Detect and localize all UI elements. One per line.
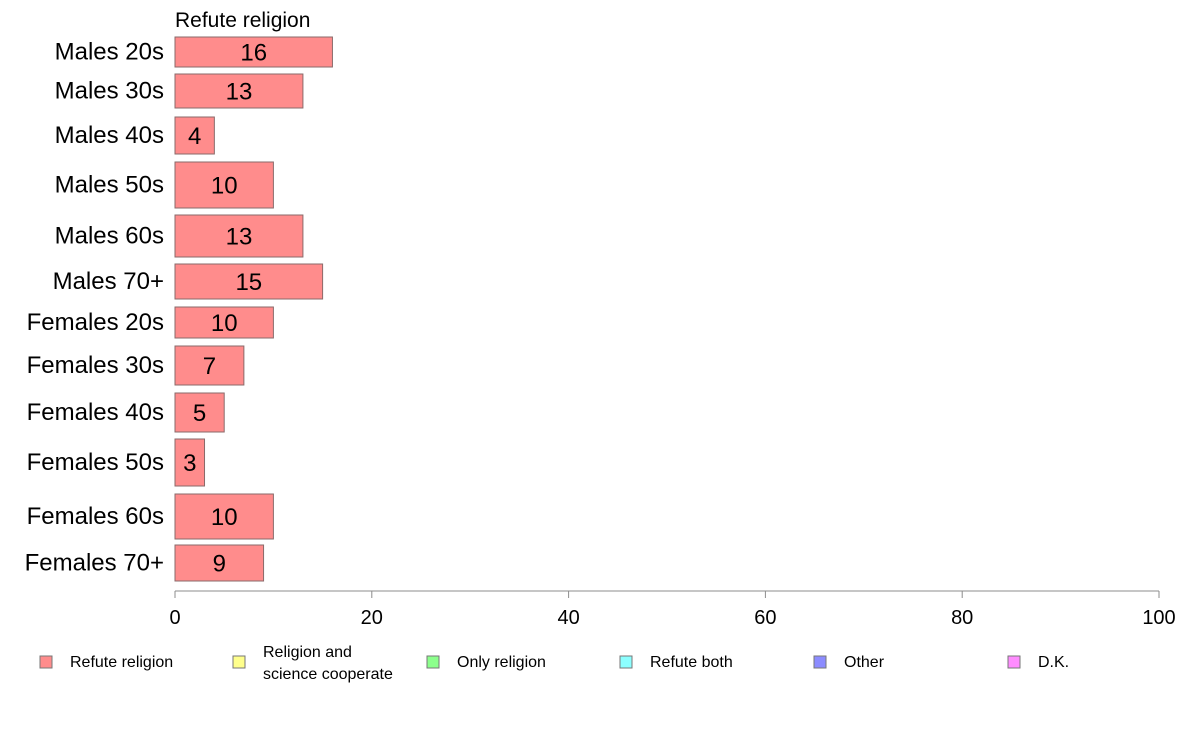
legend-swatch <box>813 655 827 669</box>
legend: Refute religion Religion and science coope… <box>39 644 1069 683</box>
legend-swatch <box>619 655 633 669</box>
category-label: Females 50s <box>27 449 164 476</box>
bar-value-label: 4 <box>188 123 201 150</box>
bar-value-label: 9 <box>213 551 226 578</box>
bar-value-label: 10 <box>211 173 238 200</box>
category-label: Females 30s <box>27 352 164 379</box>
x-tick-label: 20 <box>361 607 383 629</box>
category-label: Males 40s <box>55 122 164 149</box>
category-label: Males 60s <box>55 223 164 250</box>
legend-label: Religion and science cooperate <box>263 644 393 683</box>
x-axis: 0 20 40 60 80 100 <box>169 590 1176 629</box>
legend-swatch <box>39 655 53 669</box>
legend-label: Only religion <box>457 654 546 671</box>
category-label: Males 20s <box>55 39 164 66</box>
bar <box>174 73 304 109</box>
legend-label-line: science cooperate <box>263 666 393 683</box>
legend-swatch <box>232 655 246 669</box>
bar-value-label: 13 <box>226 79 253 106</box>
category-label: Males 30s <box>55 78 164 105</box>
legend-label: Refute both <box>650 654 733 671</box>
x-tick-label: 60 <box>754 607 776 629</box>
legend-label: D.K. <box>1038 654 1069 671</box>
bar <box>174 438 206 487</box>
bar-value-label: 10 <box>211 310 238 337</box>
bar <box>174 306 274 339</box>
bar <box>174 493 274 540</box>
legend-swatch <box>1007 655 1021 669</box>
bar-value-label: 10 <box>211 504 238 531</box>
bar <box>174 345 245 386</box>
category-label: Males 70+ <box>53 268 164 295</box>
bar-value-label: 7 <box>203 353 216 380</box>
bar-value-label: 15 <box>235 269 262 296</box>
category-label: Females 40s <box>27 399 164 426</box>
bar <box>174 544 265 582</box>
category-label: Males 50s <box>55 172 164 199</box>
bar <box>174 263 324 300</box>
legend-label: Other <box>844 654 885 671</box>
x-tick-label: 100 <box>1142 607 1175 629</box>
bar <box>174 36 333 68</box>
x-tick-label: 80 <box>951 607 973 629</box>
x-tick-label: 0 <box>169 607 180 629</box>
bar <box>174 116 215 155</box>
legend-swatch <box>426 655 440 669</box>
bar <box>174 214 304 258</box>
bar <box>174 161 274 209</box>
series-column-title: Refute religion <box>175 9 310 32</box>
legend-label-line: Religion and <box>263 644 352 661</box>
x-tick-label: 40 <box>557 607 579 629</box>
bar <box>174 392 225 433</box>
category-label: Females 20s <box>27 309 164 336</box>
bars-layer: Males 20s 16 Males 30s 13 Males 40s 4 Males 50… <box>25 36 333 582</box>
bar-value-label: 13 <box>226 224 253 251</box>
category-label: Females 70+ <box>25 550 164 577</box>
bar-value-label: 3 <box>183 450 196 477</box>
bar-value-label: 16 <box>240 40 267 67</box>
category-label: Females 60s <box>27 503 164 530</box>
legend-label: Refute religion <box>70 654 173 671</box>
bar-value-label: 5 <box>193 400 206 427</box>
